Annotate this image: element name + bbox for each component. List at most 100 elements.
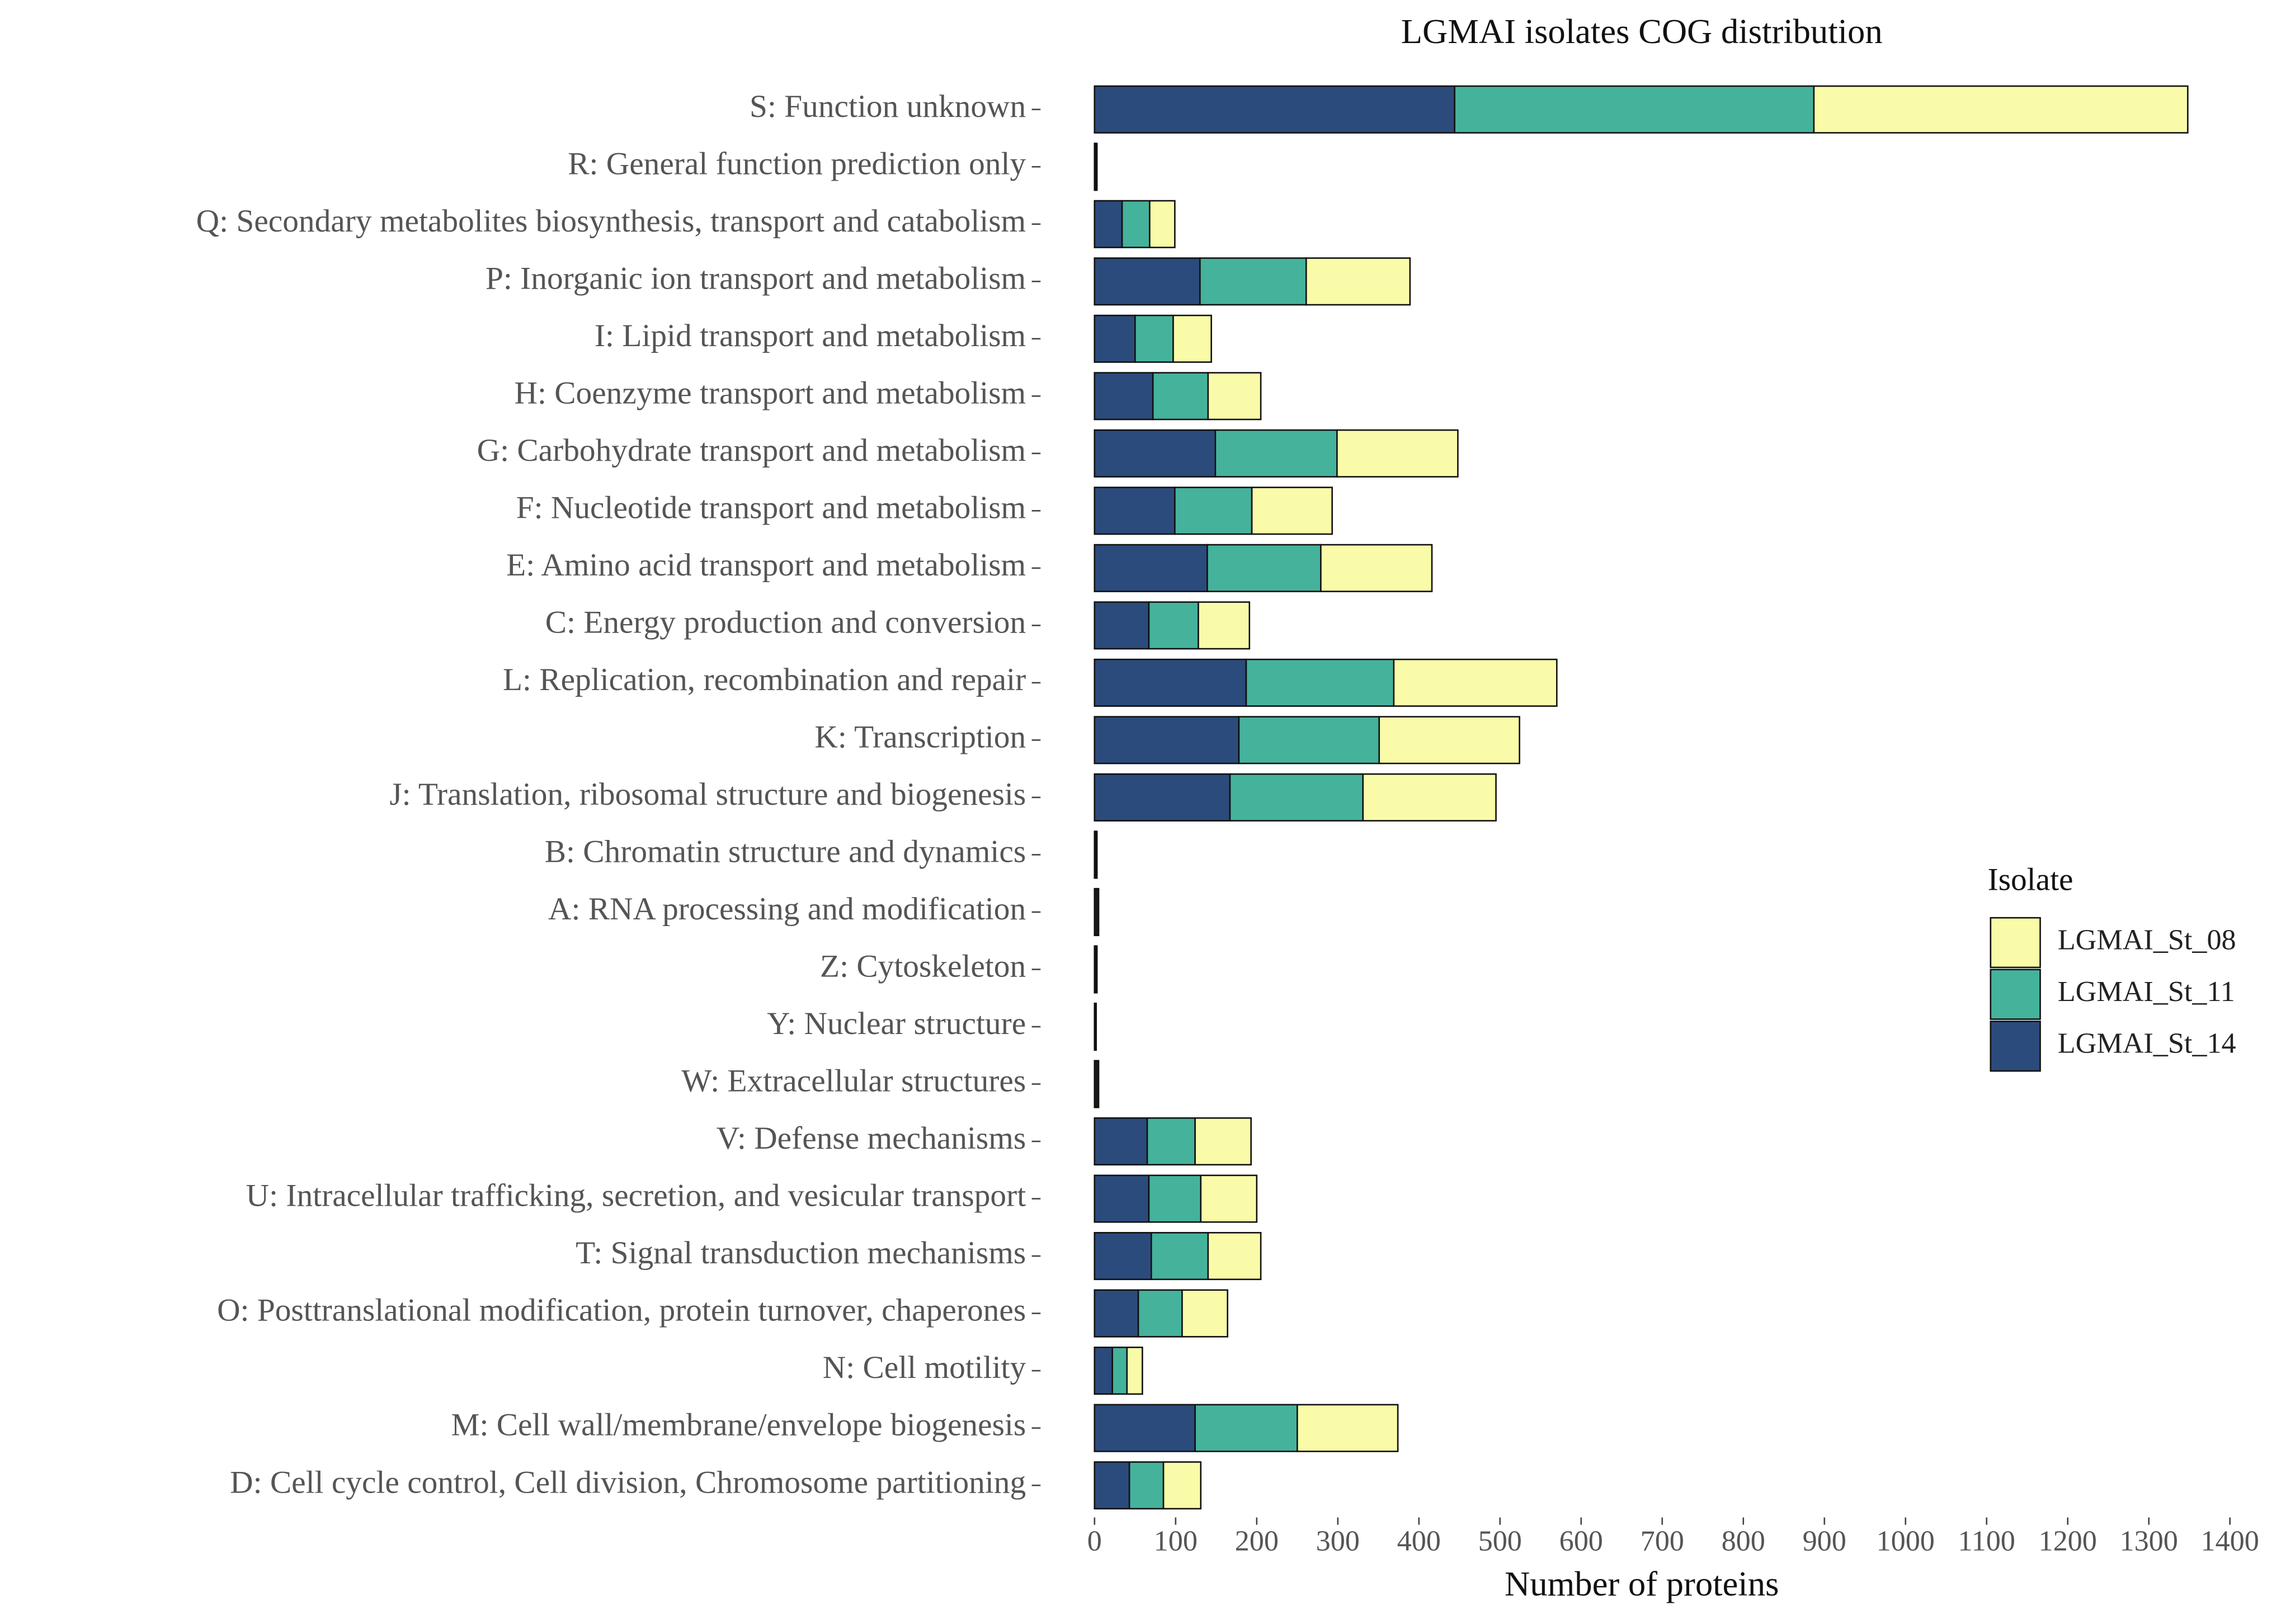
x-tick-label: 300 (1316, 1525, 1360, 1557)
bar-segment (1111, 1347, 1128, 1395)
bar-segment (1094, 1289, 1139, 1338)
y-tick-label: I: Lipid transport and metabolism (595, 318, 1026, 353)
x-tick-label: 900 (1803, 1525, 1846, 1557)
bar-segment (1094, 1461, 1130, 1510)
bar-segment (1094, 1174, 1150, 1223)
bar-segment (1094, 1117, 1148, 1166)
bar-segment (1305, 257, 1411, 306)
chart-title: LGMAI isolates COG distribution (1401, 12, 1883, 51)
bar-segment (1172, 314, 1212, 363)
bar-segment (1148, 1174, 1202, 1223)
x-tick-label: 800 (1722, 1525, 1765, 1557)
x-tick-label: 1200 (2039, 1525, 2097, 1557)
y-tick-label: Q: Secondary metabolites biosynthesis, t… (196, 204, 1026, 239)
y-tick-label: A: RNA processing and modification (548, 891, 1026, 927)
bar-segment (1094, 658, 1247, 707)
x-tick-label: 100 (1154, 1525, 1198, 1557)
y-tick-label: J: Translation, ribosomal structure and … (389, 777, 1026, 812)
y-tick-label: B: Chromatin structure and dynamics (545, 834, 1026, 870)
bar-segment (1251, 487, 1333, 535)
bar-segment (1097, 1060, 1100, 1108)
bar-segment (1094, 1002, 1097, 1051)
bar-segment (1094, 257, 1201, 306)
legend-key (1990, 969, 2041, 1020)
bar-segment (1214, 429, 1338, 478)
bar-segment (1137, 1289, 1183, 1338)
y-tick-label: P: Inorganic ion transport and metabolis… (486, 261, 1026, 296)
bar-segment (1094, 429, 1217, 478)
y-tick-label: R: General function prediction only (568, 146, 1026, 181)
x-tick-label: 1000 (1877, 1525, 1935, 1557)
y-tick-label: T: Signal transduction mechanisms (576, 1235, 1026, 1271)
bar-segment (1378, 716, 1520, 764)
bar-segment (1174, 487, 1253, 535)
bar-segment (1094, 773, 1231, 822)
bar-segment (1320, 544, 1433, 592)
bar-segment (1148, 601, 1199, 650)
x-tick-label: 1400 (2201, 1525, 2259, 1557)
bar-segment (1094, 601, 1150, 650)
x-tick-label: 200 (1235, 1525, 1279, 1557)
y-tick-label: F: Nucleotide transport and metabolism (516, 490, 1026, 526)
y-tick-label: W: Extracellular structures (681, 1064, 1026, 1099)
bar-segment (1194, 1117, 1252, 1166)
x-tick-label: 600 (1559, 1525, 1603, 1557)
bar-segment (1199, 257, 1307, 306)
bar-segment (1181, 1289, 1228, 1338)
bar-segment (1162, 1461, 1202, 1510)
legend-key (1990, 1021, 2041, 1072)
y-tick-label: H: Coenzyme transport and metabolism (515, 375, 1026, 410)
bar-segment (1393, 658, 1558, 707)
bar-segment (1094, 544, 1208, 592)
x-tick-label: 1100 (1958, 1525, 2015, 1557)
bar-segment (1813, 85, 2189, 134)
x-axis-title: Number of proteins (1505, 1564, 1779, 1603)
bar-segment (1097, 887, 1100, 936)
bar-segment (1094, 1231, 1152, 1281)
x-tick-label: 0 (1087, 1525, 1102, 1557)
bar-segment (1146, 1117, 1196, 1166)
y-tick-label: M: Cell wall/membrane/envelope biogenesi… (451, 1408, 1026, 1443)
bar-segment (1134, 314, 1174, 363)
y-tick-label: D: Cell cycle control, Cell division, Ch… (230, 1465, 1026, 1500)
bar-segment (1149, 200, 1176, 248)
y-tick-label: V: Defense mechanisms (717, 1121, 1026, 1156)
bar-segment (1121, 200, 1151, 248)
bar-segment (1095, 830, 1098, 879)
bar-segment (1198, 601, 1251, 650)
y-tick-label: Z: Cytoskeleton (820, 949, 1026, 984)
legend-key (1990, 917, 2041, 969)
y-tick-label: Y: Nuclear structure (767, 1006, 1026, 1041)
bar-segment (1151, 1231, 1209, 1281)
bar-segment (1094, 372, 1154, 421)
bar-segment (1245, 658, 1395, 707)
legend-title: Isolate (1988, 862, 2073, 898)
x-tick-label: 700 (1641, 1525, 1684, 1557)
bar-segment (1229, 773, 1364, 822)
y-tick-label: E: Amino acid transport and metabolism (506, 547, 1026, 583)
bar-segment (1207, 544, 1322, 592)
bar-segment (1128, 1461, 1165, 1510)
bar-segment (1094, 200, 1123, 248)
bar-segment (1238, 716, 1380, 764)
y-tick-label: K: Transcription (814, 720, 1026, 755)
y-tick-label: U: Intracellular trafficking, secretion,… (246, 1178, 1026, 1214)
x-tick-label: 1300 (2120, 1525, 2178, 1557)
bar-segment (1194, 1404, 1298, 1452)
y-tick-label: G: Carbohydrate transport and metabolism (477, 433, 1026, 468)
bar-segment (1095, 143, 1098, 191)
bar-segment (1094, 1404, 1196, 1452)
x-tick-label: 400 (1397, 1525, 1441, 1557)
legend-label: LGMAI_St_08 (2058, 924, 2236, 956)
bar-segment (1095, 945, 1098, 994)
y-tick-label: N: Cell motility (823, 1350, 1026, 1385)
legend-label: LGMAI_St_11 (2058, 976, 2235, 1008)
bar-segment (1094, 85, 1455, 134)
x-tick-label: 500 (1478, 1525, 1522, 1557)
bar-segment (1200, 1174, 1258, 1223)
legend-label: LGMAI_St_14 (2058, 1028, 2236, 1060)
bar-segment (1454, 85, 1815, 134)
bar-segment (1296, 1404, 1399, 1452)
